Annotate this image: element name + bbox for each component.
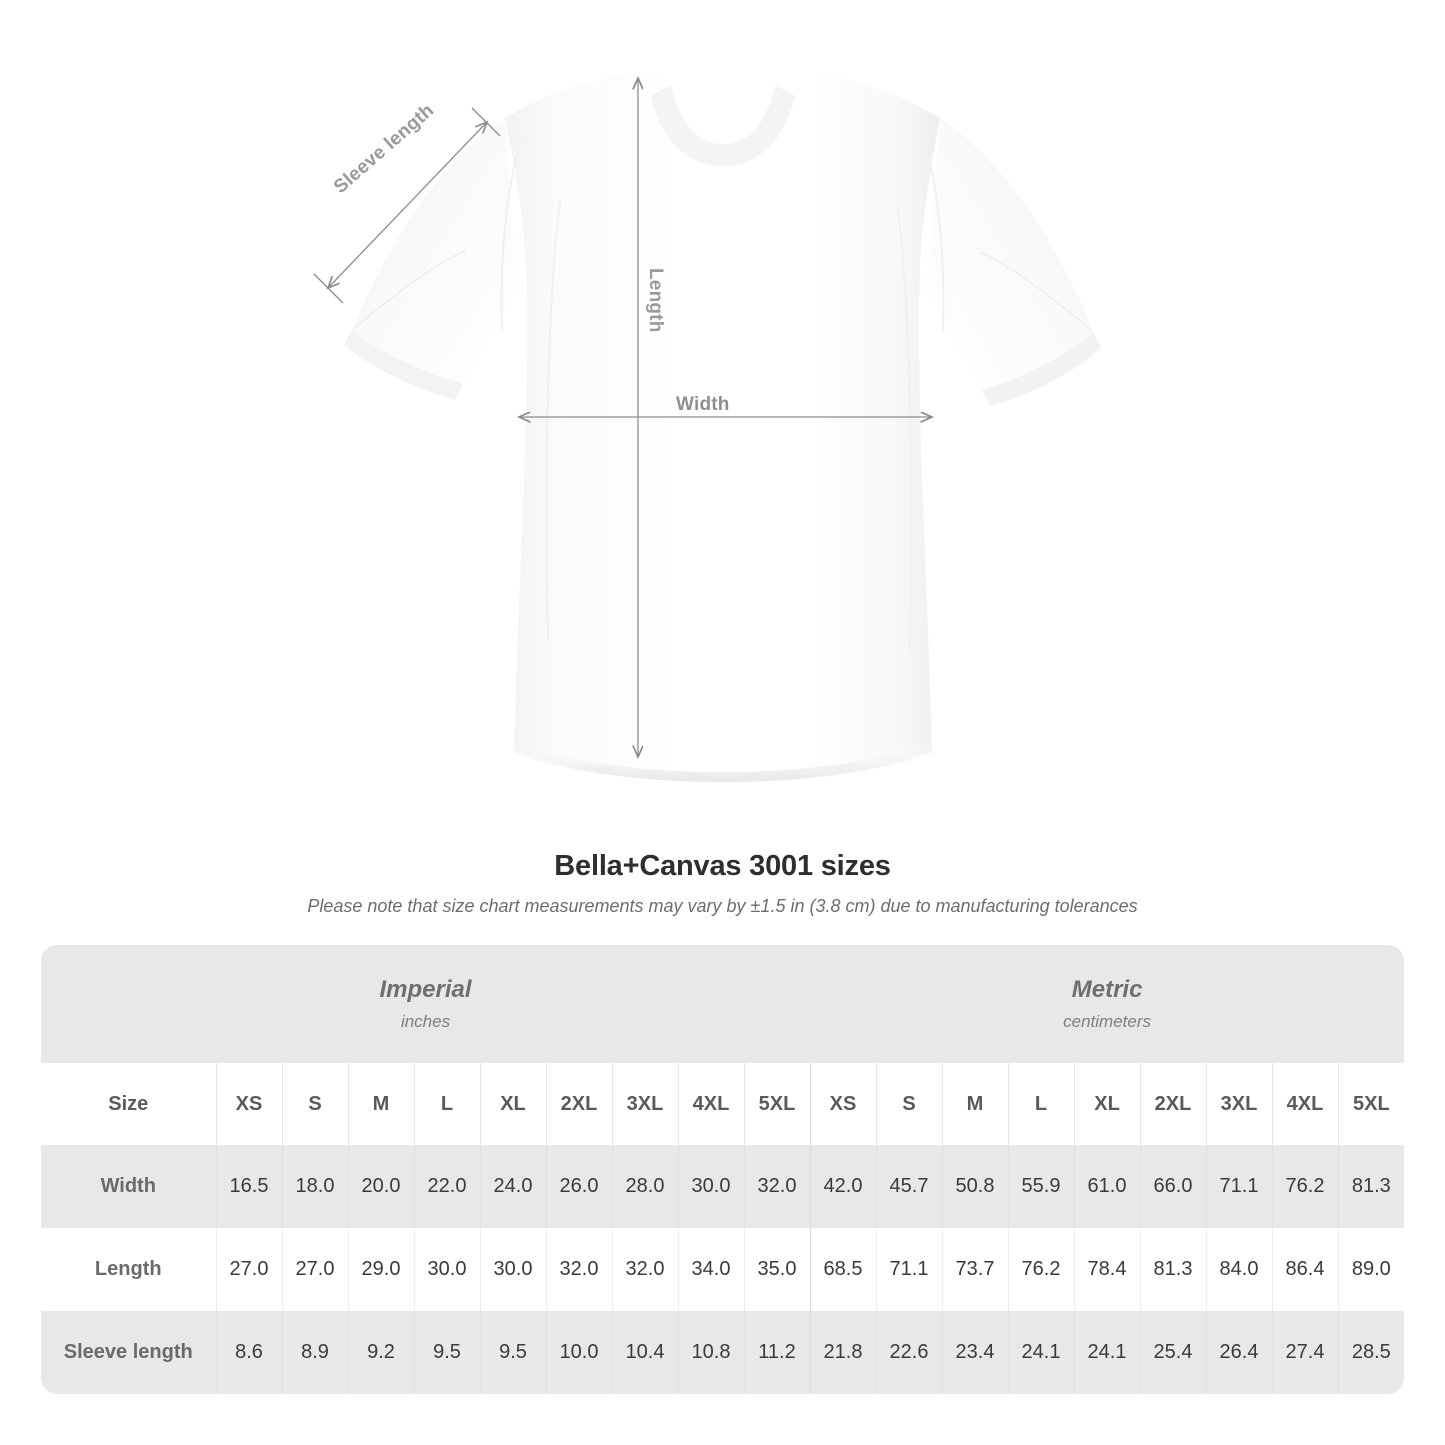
- page-title: Bella+Canvas 3001 sizes: [554, 850, 891, 882]
- table-header-metric-m: M: [941, 1063, 1009, 1145]
- size-chart-table: Imperial inches Metric centimeters Size X…: [41, 945, 1405, 1394]
- cell-sleeve-length-imperial-m: 9.2: [347, 1311, 414, 1394]
- cell-length-imperial-xs: 27.0: [215, 1228, 282, 1311]
- table-header-metric-2xl: 2XL: [1139, 1063, 1207, 1145]
- imperial-unit-name: Imperial: [379, 976, 472, 1004]
- cell-width-imperial-l: 22.0: [413, 1145, 480, 1228]
- cell-sleeve-length-imperial-l: 9.5: [413, 1311, 480, 1394]
- cell-width-metric-xs: 42.0: [809, 1145, 877, 1228]
- table-header-metric-xs: XS: [809, 1063, 877, 1145]
- table-header-imperial-l: L: [413, 1063, 480, 1145]
- cell-sleeve-length-metric-3xl: 26.4: [1205, 1311, 1273, 1394]
- cell-length-imperial-4xl: 34.0: [677, 1228, 744, 1311]
- table-header-metric-5xl: 5XL: [1337, 1063, 1405, 1145]
- sleeve-tick-bottom: [313, 273, 344, 304]
- imperial-unit-sub: inches: [400, 1011, 451, 1031]
- width-label: Width: [676, 394, 730, 415]
- table-header-size-label: Size: [41, 1063, 216, 1145]
- cell-sleeve-length-imperial-4xl: 10.8: [677, 1311, 744, 1394]
- unit-band-row: Imperial inches Metric centimeters: [41, 945, 1405, 1063]
- cell-length-metric-l: 76.2: [1007, 1228, 1075, 1311]
- cell-sleeve-length-imperial-xl: 9.5: [479, 1311, 546, 1394]
- table-header-metric-s: S: [875, 1063, 943, 1145]
- tolerance-note: Please note that size chart measurements…: [307, 896, 1138, 916]
- imperial-unit-band: Imperial inches: [41, 945, 811, 1063]
- cell-width-metric-m: 50.8: [941, 1145, 1009, 1228]
- table-header-imperial-4xl: 4XL: [677, 1063, 744, 1145]
- cell-length-metric-xl: 78.4: [1073, 1228, 1141, 1311]
- cell-length-metric-3xl: 84.0: [1205, 1228, 1273, 1311]
- table-row: Width 16.5 18.0 20.0 22.0 24.0 26.0 28.0 30.0 32.…: [41, 1145, 1405, 1228]
- cell-width-metric-l: 55.9: [1007, 1145, 1075, 1228]
- cell-length-imperial-2xl: 32.0: [545, 1228, 612, 1311]
- measurement-lines: [313, 78, 932, 757]
- cell-width-metric-3xl: 71.1: [1205, 1145, 1273, 1228]
- cell-sleeve-length-metric-xl: 24.1: [1073, 1311, 1141, 1394]
- cell-length-metric-4xl: 86.4: [1271, 1228, 1339, 1311]
- cell-length-metric-s: 71.1: [875, 1228, 943, 1311]
- cell-length-imperial-s: 27.0: [281, 1228, 348, 1311]
- metric-unit-name: Metric: [1071, 976, 1143, 1004]
- cell-width-imperial-xl: 24.0: [479, 1145, 546, 1228]
- table-header-row: Size XS S M L XL 2XL 3XL 4XL 5XL XS S M L XL 2XL 3XL 4XL 5…: [41, 1063, 1405, 1145]
- cell-width-imperial-xs: 16.5: [215, 1145, 282, 1228]
- table-row: Sleeve length 8.6 8.9 9.2 9.5 9.5 10.0 10.4 10.8…: [41, 1311, 1405, 1394]
- table-header-imperial-5xl: 5XL: [743, 1063, 811, 1145]
- table-header-imperial-m: M: [347, 1063, 414, 1145]
- cell-sleeve-length-imperial-2xl: 10.0: [545, 1311, 612, 1394]
- row-label-width: Width: [41, 1145, 216, 1228]
- table-header-imperial-2xl: 2XL: [545, 1063, 612, 1145]
- cell-width-metric-s: 45.7: [875, 1145, 943, 1228]
- cell-sleeve-length-metric-xs: 21.8: [809, 1311, 877, 1394]
- table-header-imperial-3xl: 3XL: [611, 1063, 678, 1145]
- table-header-imperial-xs: XS: [215, 1063, 282, 1145]
- cell-length-metric-5xl: 89.0: [1337, 1228, 1405, 1311]
- table-header-imperial-s: S: [281, 1063, 348, 1145]
- table-header-metric-3xl: 3XL: [1205, 1063, 1273, 1145]
- cell-length-imperial-m: 29.0: [347, 1228, 414, 1311]
- cell-width-metric-4xl: 76.2: [1271, 1145, 1339, 1228]
- cell-length-imperial-5xl: 35.0: [743, 1228, 811, 1311]
- length-label: Length: [645, 268, 666, 333]
- row-label-sleeve-length: Sleeve length: [41, 1311, 216, 1394]
- table-header-metric-xl: XL: [1073, 1063, 1141, 1145]
- sleeve-tick-top: [471, 107, 501, 137]
- cell-width-imperial-4xl: 30.0: [677, 1145, 744, 1228]
- tshirt-illustration: [313, 64, 1101, 782]
- cell-length-imperial-xl: 30.0: [479, 1228, 546, 1311]
- cell-sleeve-length-metric-5xl: 28.5: [1337, 1311, 1405, 1394]
- table-header-metric-4xl: 4XL: [1271, 1063, 1339, 1145]
- tshirt-shape: [344, 64, 1101, 782]
- cell-sleeve-length-imperial-xs: 8.6: [215, 1311, 282, 1394]
- cell-sleeve-length-metric-2xl: 25.4: [1139, 1311, 1207, 1394]
- table-row: Length 27.0 27.0 29.0 30.0 30.0 32.0 32.0 34.0 35…: [41, 1228, 1405, 1311]
- cell-width-imperial-5xl: 32.0: [743, 1145, 811, 1228]
- metric-unit-sub: centimeters: [1063, 1011, 1152, 1031]
- metric-unit-band: Metric centimeters: [810, 945, 1405, 1063]
- cell-sleeve-length-metric-m: 23.4: [941, 1311, 1009, 1394]
- cell-length-metric-m: 73.7: [941, 1228, 1009, 1311]
- cell-length-metric-2xl: 81.3: [1139, 1228, 1207, 1311]
- cell-width-imperial-m: 20.0: [347, 1145, 414, 1228]
- cell-width-metric-2xl: 66.0: [1139, 1145, 1207, 1228]
- table-header-metric-l: L: [1007, 1063, 1075, 1145]
- cell-width-imperial-s: 18.0: [281, 1145, 348, 1228]
- cell-length-imperial-3xl: 32.0: [611, 1228, 678, 1311]
- sleeve-measure-line: [328, 122, 487, 288]
- cell-width-imperial-3xl: 28.0: [611, 1145, 678, 1228]
- row-label-length: Length: [41, 1228, 216, 1311]
- cell-sleeve-length-metric-s: 22.6: [875, 1311, 943, 1394]
- cell-sleeve-length-metric-4xl: 27.4: [1271, 1311, 1339, 1394]
- cell-sleeve-length-imperial-5xl: 11.2: [743, 1311, 811, 1394]
- tshirt-measurement-diagram: Sleeve length Length Width: [313, 64, 1101, 782]
- cell-length-metric-xs: 68.5: [809, 1228, 877, 1311]
- cell-length-imperial-l: 30.0: [413, 1228, 480, 1311]
- table-header-imperial-xl: XL: [479, 1063, 546, 1145]
- cell-sleeve-length-imperial-3xl: 10.4: [611, 1311, 678, 1394]
- cell-sleeve-length-metric-l: 24.1: [1007, 1311, 1075, 1394]
- cell-sleeve-length-imperial-s: 8.9: [281, 1311, 348, 1394]
- cell-width-metric-5xl: 81.3: [1337, 1145, 1405, 1228]
- cell-width-imperial-2xl: 26.0: [545, 1145, 612, 1228]
- cell-width-metric-xl: 61.0: [1073, 1145, 1141, 1228]
